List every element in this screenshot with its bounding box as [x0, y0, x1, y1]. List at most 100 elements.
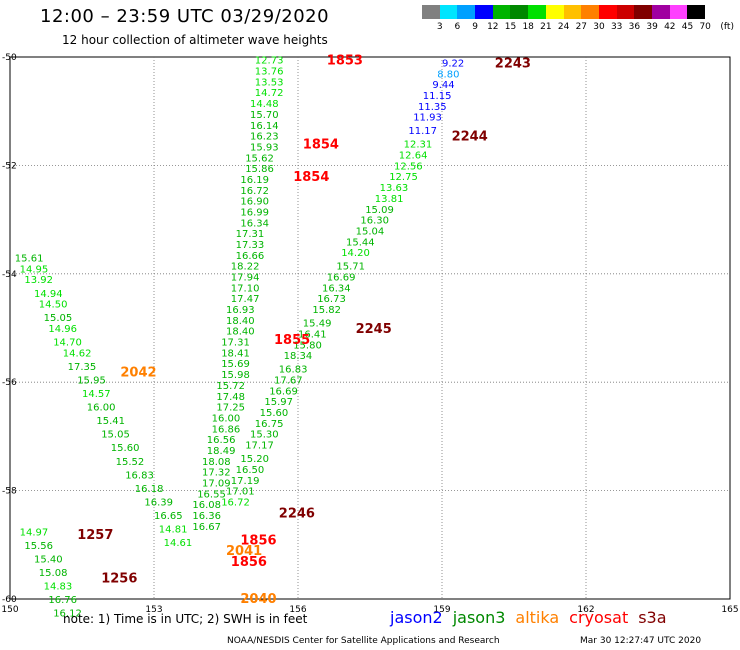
x-tick-label: 153 [145, 605, 162, 615]
wave-height-reading: 14.50 [39, 300, 68, 311]
wave-height-reading: 15.72 [216, 381, 245, 392]
color-scale-label: 6 [454, 22, 461, 32]
wave-height-reading: 15.98 [221, 370, 250, 381]
y-tick-label: -52 [2, 161, 17, 171]
wave-height-reading: 17.31 [221, 338, 250, 349]
pass-time-label: 1854 [303, 138, 339, 153]
wave-height-reading: 15.52 [116, 457, 145, 468]
color-swatch [563, 5, 582, 19]
wave-height-reading: 14.57 [82, 389, 111, 400]
wave-height-reading: 16.34 [240, 218, 269, 229]
pass-time-label: 1854 [293, 170, 329, 185]
wave-height-reading: 16.83 [279, 365, 308, 376]
wave-height-reading: 17.35 [68, 362, 97, 373]
wave-height-reading: 16.12 [53, 609, 82, 620]
wave-height-reading: 14.61 [164, 538, 193, 549]
generated-timestamp: Mar 30 12:27:47 UTC 2020 [580, 636, 702, 646]
pass-time-label: 2040 [240, 592, 276, 607]
wave-height-reading: 18.49 [207, 446, 236, 457]
wave-height-reading: 12.73 [255, 56, 284, 67]
wave-height-reading: 16.56 [207, 435, 236, 446]
legend-item-jason3: jason3 [452, 608, 506, 627]
color-swatch [439, 5, 458, 19]
color-scale-label: 3 [436, 22, 443, 32]
x-tick-label: 156 [289, 605, 306, 615]
wave-height-reading: 15.09 [365, 205, 394, 216]
wave-height-reading: 15.30 [250, 430, 279, 441]
wave-height-reading: 18.41 [221, 348, 250, 359]
color-swatch [598, 5, 617, 19]
wave-height-reading: 15.20 [240, 454, 269, 465]
color-swatch [669, 5, 688, 19]
map-frame [9, 56, 731, 600]
wave-height-reading: 16.00 [212, 413, 241, 424]
wave-height-reading: 17.01 [226, 487, 255, 498]
wave-height-reading: 16.93 [226, 305, 255, 316]
wave-height-reading: 16.41 [298, 329, 327, 340]
color-scale-label: 42 [664, 22, 676, 32]
wave-height-reading: 14.72 [255, 88, 284, 99]
color-swatch [545, 5, 564, 19]
wave-height-reading: 15.82 [312, 305, 341, 316]
wave-height-reading: 18.34 [284, 351, 313, 362]
wave-height-reading: 17.17 [245, 441, 274, 452]
y-tick-label: -58 [2, 487, 17, 497]
y-tick-label: -56 [2, 378, 17, 388]
color-scale-label: 27 [575, 22, 588, 32]
wave-height-reading: 15.97 [264, 397, 293, 408]
wave-height-reading: 14.70 [53, 338, 82, 349]
wave-height-reading: 18.40 [226, 327, 255, 338]
wave-height-reading: 17.33 [236, 240, 265, 251]
wave-height-reading: 16.30 [360, 216, 389, 227]
wave-height-reading: 15.86 [245, 164, 274, 175]
color-swatch [457, 5, 476, 19]
wave-height-reading: 16.73 [317, 294, 346, 305]
wave-height-reading: 14.95 [20, 264, 49, 275]
x-tick-label: 150 [1, 605, 18, 615]
wave-height-reading: 15.56 [24, 541, 53, 552]
color-scale-label: 24 [557, 22, 570, 32]
pass-time-label: 2244 [452, 130, 488, 145]
wave-height-reading: 16.83 [125, 470, 154, 481]
wave-height-reading: 12.31 [404, 140, 433, 151]
wave-height-reading: 16.66 [236, 251, 265, 262]
color-scale-label: 21 [540, 22, 552, 32]
wave-height-reading: 18.22 [231, 262, 260, 273]
color-swatch [492, 5, 511, 19]
pass-time-label: 1257 [77, 528, 113, 543]
legend-item-s3a: s3a [638, 608, 667, 627]
wave-height-reading: 15.60 [260, 408, 289, 419]
color-scale-labels: 3 6 9 12 15 18 21 24 27 30 33 36 39 42 45 70 (ft) [422, 22, 740, 34]
color-scale-unit: (ft) [720, 22, 734, 32]
wave-height-reading: 14.48 [250, 99, 279, 110]
y-tick-label: -50 [2, 53, 17, 63]
wave-height-reading: 16.99 [240, 207, 269, 218]
y-tick-label: -60 [2, 595, 17, 605]
wave-height-reading: 14.20 [341, 248, 370, 259]
wave-height-reading: 11.17 [408, 126, 437, 137]
satellite-legend: jason2 jason3 altika cryosat s3a [390, 608, 667, 627]
wave-height-reading: 14.94 [34, 289, 63, 300]
color-scale-label: 30 [593, 22, 605, 32]
y-tick-label: -54 [2, 270, 17, 280]
wave-height-reading: 15.61 [15, 254, 44, 265]
wave-height-reading: 16.19 [240, 175, 269, 186]
x-tick-label: 165 [721, 605, 738, 615]
wave-height-reading: 16.69 [269, 386, 298, 397]
pass-time-label: 2246 [279, 506, 315, 521]
wave-height-reading: 16.55 [197, 489, 226, 500]
color-swatch [634, 5, 652, 19]
wave-height-reading: 8.80 [437, 69, 459, 80]
wave-height-reading: 15.71 [336, 262, 365, 273]
wave-height-reading: 16.36 [192, 511, 221, 522]
color-scale-label: 9 [472, 22, 478, 32]
wave-height-reading: 11.93 [413, 113, 442, 124]
page-title: 12:00 – 23:59 UTC 03/29/2020 [40, 6, 330, 27]
wave-height-reading: 14.62 [63, 348, 92, 359]
wave-height-reading: 17.47 [231, 294, 260, 305]
pass-time-label: 2041 [226, 544, 262, 559]
pass-time-label: 1256 [101, 571, 137, 586]
wave-height-reading: 15.60 [111, 443, 140, 454]
color-scale-label: 70 [699, 22, 711, 32]
